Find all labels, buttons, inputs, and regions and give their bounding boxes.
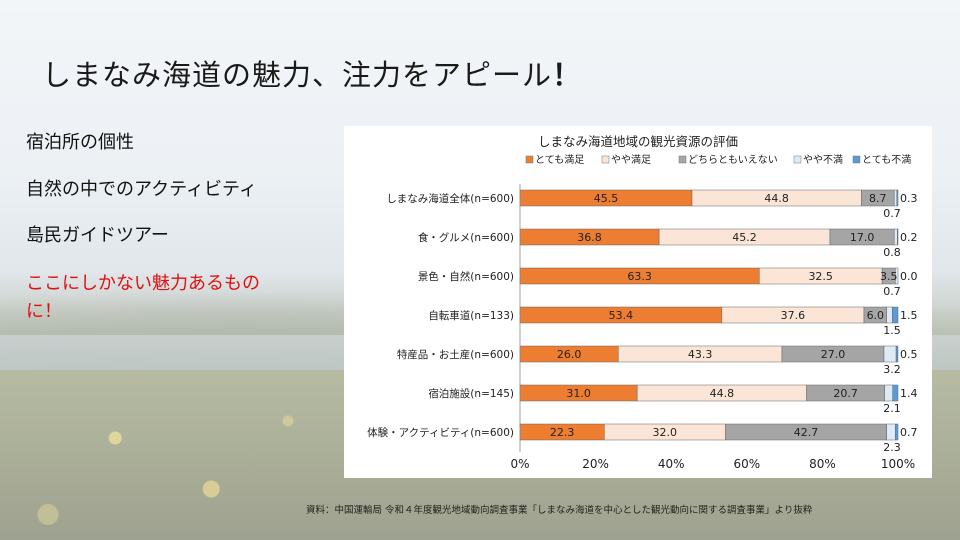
category-label: 特産品・お土産(n=600): [397, 348, 514, 361]
bar-segment: [895, 423, 899, 441]
data-label: 22.3: [550, 426, 575, 439]
x-tick-label: 40%: [658, 457, 685, 471]
data-label: 3.2: [883, 363, 901, 376]
data-label: 45.2: [732, 231, 757, 244]
highlight-message: ここにしかない魅力あるもの に！: [26, 270, 326, 326]
legend-label: とても不満: [862, 154, 911, 166]
x-tick-label: 20%: [582, 457, 609, 471]
category-label: 宿泊施設(n=145): [428, 387, 514, 400]
bullet-item: 自然の中でのアクティビティ: [26, 178, 257, 200]
bar-segment: [892, 306, 899, 324]
data-label: 63.3: [627, 270, 652, 283]
source-note: 資料：中国運輸局 令和４年度観光地域動向調査事業「しまなみ海道を中心とした観光動…: [306, 505, 813, 516]
legend-swatch: [793, 155, 802, 164]
bar-segment: [893, 189, 898, 207]
bullet-list: 宿泊所の個性 自然の中でのアクティビティ 島民ガイドツアー ここにしかない魅力あ…: [26, 132, 326, 351]
chart-bars: しまなみ海道全体(n=600) 45.5 44.8 8.7 0.7 0.3 食・グルメ(n=…: [367, 189, 918, 454]
bar-segment: [896, 189, 899, 207]
data-label: 1.4: [900, 387, 918, 400]
data-label: 31.0: [566, 387, 591, 400]
data-label: 42.7: [794, 426, 819, 439]
data-label: 0.0: [900, 270, 918, 283]
bar-segment: [893, 228, 898, 246]
bullet-item: 島民ガイドツアー: [26, 225, 169, 247]
data-label: 44.8: [764, 192, 789, 205]
data-label: 0.7: [900, 426, 918, 439]
data-label: 8.7: [869, 192, 887, 205]
data-label: 0.7: [883, 207, 901, 220]
legend-swatch: [852, 155, 861, 164]
data-label: 0.3: [900, 192, 918, 205]
slide-title-text: しまなみ海道の魅力、注力をアピール: [42, 58, 553, 92]
stacked-bar-chart: しまなみ海道地域の観光資源の評価 とても満足 やや満足 どちらともいえない やや不満と…: [367, 134, 918, 471]
data-label: 53.4: [609, 309, 634, 322]
x-tick-label: 60%: [733, 457, 760, 471]
data-label: 37.6: [781, 309, 806, 322]
bar-segment: [896, 228, 899, 246]
category-label: 景色・自然(n=600): [418, 270, 514, 283]
chart-axis: 0% 20% 40% 60% 80% 100%: [510, 184, 915, 471]
legend-swatch: [525, 155, 534, 164]
data-label: 6.0: [867, 309, 885, 322]
data-label: 26.0: [557, 348, 582, 361]
data-label: 1.5: [900, 309, 918, 322]
bar-segment: [895, 345, 899, 363]
data-label: 32.5: [808, 270, 833, 283]
chart-legend: とても満足 やや満足 どちらともいえない やや不満 とても不満: [525, 154, 911, 166]
data-label: 44.8: [710, 387, 735, 400]
data-label: 0.2: [900, 231, 918, 244]
legend-label: どちらともいえない: [688, 154, 778, 166]
data-label: 27.0: [821, 348, 846, 361]
data-label: 1.5: [883, 324, 901, 337]
legend-label: とても満足: [535, 154, 584, 166]
category-label: 自転車道(n=133): [428, 309, 514, 322]
category-label: しまなみ海道全体(n=600): [386, 192, 514, 205]
category-label: 食・グルメ(n=600): [418, 231, 514, 244]
data-label: 0.8: [883, 246, 901, 259]
category-label: 体験・アクティビティ(n=600): [367, 426, 514, 439]
data-label: 2.3: [883, 441, 901, 454]
highlight-line: に！: [26, 300, 62, 322]
bar-segment: [895, 267, 899, 285]
highlight-line: ここにしかない魅力あるもの: [26, 272, 260, 294]
x-tick-label: 0%: [510, 457, 529, 471]
data-label: 3.5: [880, 270, 898, 283]
slide-title-mark: ！: [552, 58, 583, 92]
bar-segment: [892, 384, 899, 402]
data-label: 45.5: [594, 192, 619, 205]
data-label: 43.3: [688, 348, 713, 361]
data-label: 0.5: [900, 348, 918, 361]
bar-segment: [883, 345, 897, 363]
chart-title: しまなみ海道地域の観光資源の評価: [538, 134, 738, 149]
data-label: 2.1: [883, 402, 901, 415]
chart-panel: しまなみ海道地域の観光資源の評価 とても満足 やや満足 どちらともいえない やや不満と…: [344, 126, 932, 478]
data-label: 17.0: [850, 231, 875, 244]
legend-swatch: [601, 155, 610, 164]
data-label: 36.8: [577, 231, 602, 244]
legend-label: やや不満: [803, 154, 843, 166]
legend-swatch: [678, 155, 687, 164]
slide-title: しまなみ海道の魅力、注力をアピール！: [42, 52, 582, 94]
bullet-item: 宿泊所の個性: [26, 132, 134, 153]
data-label: 0.7: [883, 285, 901, 298]
bar-segment: [886, 306, 893, 324]
x-tick-label: 100%: [881, 457, 915, 471]
bar-segment: [886, 423, 896, 441]
legend-label: やや満足: [611, 154, 651, 166]
x-tick-label: 80%: [809, 457, 836, 471]
data-label: 20.7: [833, 387, 858, 400]
bar-segment: [884, 384, 893, 402]
data-label: 32.0: [653, 426, 678, 439]
